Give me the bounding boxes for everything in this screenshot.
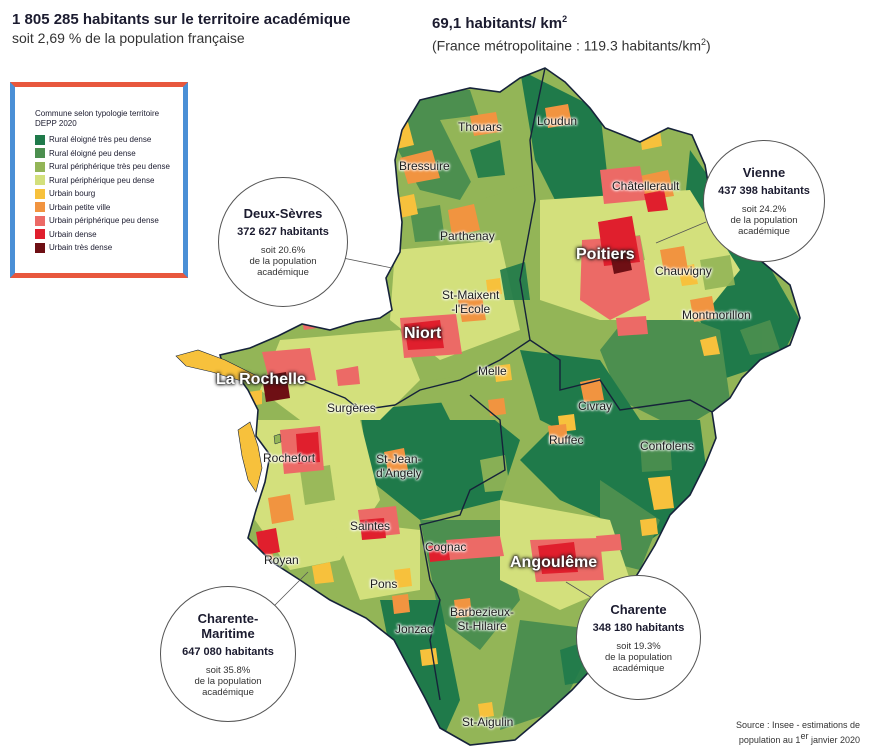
legend-items: Rural éloigné très peu dense Rural éloign… [35,133,177,255]
department-borders [299,67,713,701]
legend-swatch [35,175,45,186]
legend-item: Urbain très dense [35,241,177,255]
department-share: soit 20.6% de la population académique [249,245,317,278]
legend-item: Urbain périphérique peu dense [35,214,177,228]
legend: Commune selon typologie territoire DEPP … [10,82,188,278]
town-label-loudun: Loudun [537,114,578,128]
ile-de-re [175,349,263,384]
legend-label: Rural périphérique très peu dense [49,162,170,172]
legend-item: Urbain petite ville [35,201,177,215]
ile-d-oleron [237,421,263,493]
department-population: 348 180 habitants [592,621,685,634]
density-reference: (France métropolitaine : 119.3 habitants… [432,37,711,54]
town-label-st-jean-d-angely: St-Jean-d'Angely [376,452,422,480]
legend-swatch [35,215,45,226]
department-share: soit 24.2% de la population académique [730,204,798,237]
legend-swatch [35,134,45,145]
legend-label: Urbain petite ville [49,202,111,212]
legend-item: Rural éloigné peu dense [35,147,177,161]
town-label-civray: Civray [578,399,613,413]
legend-item: Rural périphérique très peu dense [35,160,177,174]
town-label-niort: Niort [404,325,442,342]
town-label-chatellerault: Châtellerault [612,179,680,193]
town-label-st-aigulin: St-Aigulin [462,715,514,729]
density-value: 69,1 habitants/ km2 [432,14,568,32]
legend-title: Commune selon typologie territoire DEPP … [35,109,160,128]
department-bubble-vienne: Vienne 437 398 habitants soit 24.2% de l… [703,140,825,262]
department-name: Charente- Maritime [197,610,259,641]
town-label-parthenay: Parthenay [440,229,495,243]
legend-label: Rural éloigné peu dense [49,148,136,158]
legend-item: Urbain bourg [35,187,177,201]
town-label-royan: Royan [264,553,299,567]
town-label-melle: Melle [478,364,507,378]
department-bubble-charente: Charente 348 180 habitants soit 19.3% de… [576,575,701,700]
region-outline [218,67,801,746]
town-label-bressuire: Bressuire [399,159,450,173]
legend-swatch [35,188,45,199]
town-label-saintes: Saintes [350,519,391,533]
town-label-confolens: Confolens [640,439,695,453]
town-label-montmorillon: Montmorillon [682,308,751,322]
department-bubble-deux-sevres: Deux-Sèvres 372 627 habitants soit 20.6%… [218,177,348,307]
legend-label: Rural éloigné très peu dense [49,135,152,145]
callout-lines [271,221,707,609]
department-population: 647 080 habitants [182,645,274,658]
department-population: 372 627 habitants [237,226,329,238]
legend-item: Urbain dense [35,228,177,242]
department-population: 437 398 habitants [718,185,810,197]
legend-swatch [35,229,45,240]
population-stat: 1 805 285 habitants sur le territoire ac… [12,10,350,47]
town-label-chauvigny: Chauvigny [655,264,712,278]
density-stat: 69,1 habitants/ km2 (France métropolitai… [432,10,711,55]
town-label-barbezieux: Barbezieux- St-Hilaire [450,605,515,633]
town-label-pons: Pons [370,577,398,591]
town-label-ruffec: Ruffec [549,433,584,447]
town-label-cognac: Cognac [425,540,467,554]
town-label-thouars: Thouars [458,120,503,134]
legend-item: Rural périphérique peu dense [35,174,177,188]
ile-d-aix [273,433,282,445]
town-label-angouleme: Angoulême [510,554,598,571]
department-bubble-charente-maritime: Charente- Maritime 647 080 habitants soi… [160,586,296,722]
town-label-surgeres: Surgères [327,401,376,415]
town-label-la-rochelle: La Rochelle [216,371,306,388]
legend-item: Rural éloigné très peu dense [35,133,177,147]
source-note: Source : Insee - estimations de populati… [735,720,860,745]
legend-label: Rural périphérique peu dense [49,175,155,185]
department-share: soit 35.8% de la population académique [194,664,262,698]
population-share: soit 2,69 % de la population française [12,30,245,46]
legend-swatch [35,148,45,159]
legend-label: Urbain périphérique peu dense [49,216,159,226]
department-share: soit 19.3% de la population académique [604,640,673,674]
department-name: Charente [610,601,667,617]
legend-label: Urbain dense [49,229,97,239]
town-label-jonzac: Jonzac [395,622,434,636]
department-name: Deux-Sèvres [243,206,323,221]
population-total: 1 805 285 habitants sur le territoire ac… [12,11,351,28]
town-label-poitiers: Poitiers [576,246,635,263]
town-label-rochefort: Rochefort [263,451,316,465]
legend-swatch [35,202,45,213]
legend-swatch [35,242,45,253]
legend-swatch [35,161,45,172]
town-label-st-maixent: St-Maixent -l'Ecole [442,288,500,316]
legend-label: Urbain très dense [49,243,113,253]
legend-label: Urbain bourg [49,189,96,199]
department-name: Vienne [742,165,786,180]
